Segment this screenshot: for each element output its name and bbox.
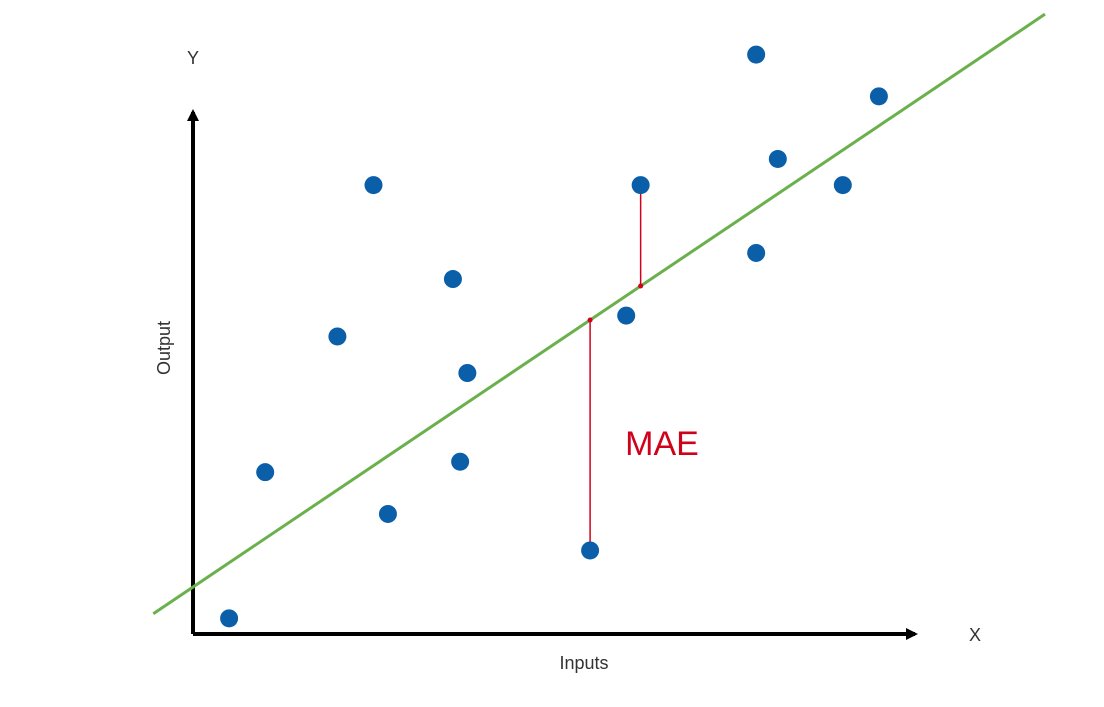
data-point xyxy=(443,270,462,289)
points-group xyxy=(220,45,888,628)
data-point xyxy=(833,176,852,195)
data-point xyxy=(364,176,383,195)
x-axis-letter: X xyxy=(969,625,981,645)
data-point xyxy=(747,243,766,262)
data-point xyxy=(747,45,766,64)
regression-line-group xyxy=(152,12,1046,615)
data-point xyxy=(256,463,275,482)
data-point xyxy=(451,452,470,471)
residuals-group xyxy=(587,185,644,551)
data-point xyxy=(378,504,397,523)
residual-end-dot xyxy=(587,317,593,323)
data-point xyxy=(458,364,477,382)
residual-end-dot xyxy=(638,283,644,289)
data-point xyxy=(617,306,636,325)
data-point xyxy=(220,609,239,628)
axes xyxy=(187,109,918,640)
y-axis-letter: Y xyxy=(187,48,199,68)
data-point xyxy=(869,87,888,106)
data-point xyxy=(581,541,600,560)
y-axis-title: Output xyxy=(154,321,174,375)
data-point xyxy=(631,176,650,195)
data-point xyxy=(768,149,787,168)
x-axis-title: Inputs xyxy=(559,653,608,673)
regression-line xyxy=(152,12,1046,615)
mae-annotation: MAE xyxy=(625,425,699,463)
data-point xyxy=(328,327,347,346)
